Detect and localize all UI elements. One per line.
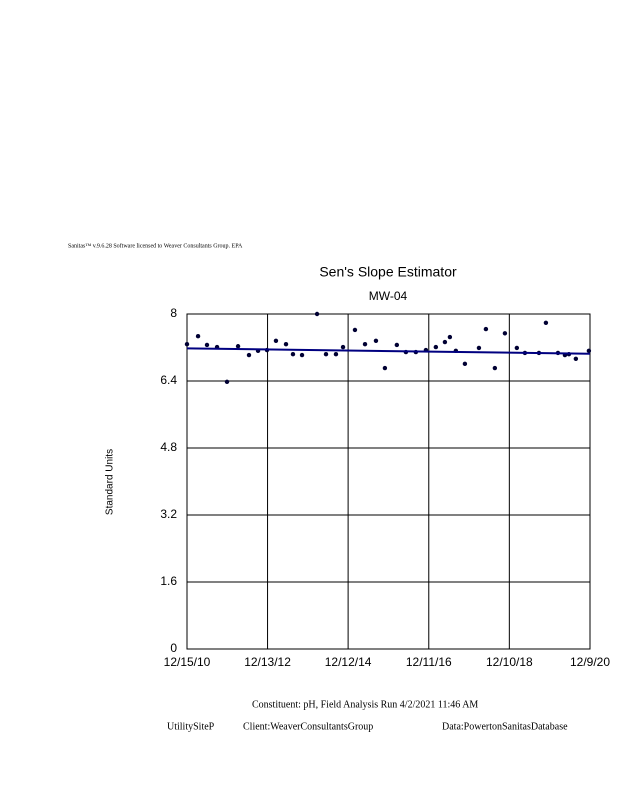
data-point (373, 338, 379, 343)
data-point (224, 379, 230, 385)
data-point (462, 361, 468, 367)
data-point (543, 320, 549, 325)
y-tick-label: 6.4 (160, 373, 177, 387)
footer-constituent: Constituent: pH, Field Analysis Run 4/2/… (252, 699, 478, 710)
data-point (290, 352, 296, 357)
y-axis-label: Standard Units (105, 449, 116, 515)
data-point (442, 339, 448, 345)
chart-title: Sen's Slope Estimator (319, 264, 457, 280)
x-tick-label: 12/12/14 (325, 655, 372, 669)
y-tick-label: 4.8 (160, 440, 177, 454)
y-tick-label: 1.6 (160, 574, 177, 588)
x-tick-label: 12/15/10 (164, 655, 211, 669)
license-text: Sanitas™ v.9.6.28 Software licensed to W… (68, 242, 243, 249)
x-tick-label: 12/10/18 (486, 655, 533, 669)
data-point (184, 341, 190, 347)
chart-subtitle: MW-04 (369, 289, 408, 303)
data-point (502, 331, 508, 336)
trend-line (186, 347, 591, 355)
data-point (273, 338, 279, 343)
data-point (299, 352, 305, 358)
data-point (333, 352, 339, 357)
data-point (314, 311, 320, 317)
y-tick-label: 3.2 (160, 507, 177, 521)
y-tick-label: 0 (170, 641, 177, 655)
data-point (204, 342, 210, 348)
data-point (362, 341, 368, 347)
data-point (246, 352, 252, 358)
data-point (483, 326, 489, 332)
data-point (323, 352, 329, 357)
x-tick-label: 12/9/20 (570, 655, 610, 669)
x-tick-label: 12/13/12 (244, 655, 291, 669)
data-point (514, 345, 520, 351)
y-tick-label: 8 (170, 306, 177, 320)
data-point (476, 345, 482, 351)
footer-data: Data:PowertonSanitasDatabase (442, 721, 568, 732)
data-point (235, 344, 241, 349)
data-point (433, 344, 439, 350)
footer-client: Client:WeaverConsultantsGroup (243, 721, 373, 732)
data-point (352, 327, 358, 333)
data-point (394, 342, 400, 348)
plot-frame (186, 313, 591, 650)
x-tick-label: 12/11/16 (406, 655, 452, 669)
footer-site: UtilitySiteP (167, 721, 215, 732)
data-point (492, 365, 498, 371)
data-point (195, 333, 201, 339)
data-point (283, 341, 289, 347)
data-point (340, 344, 346, 350)
data-point (586, 348, 592, 354)
data-point (447, 334, 453, 340)
data-point (573, 356, 579, 362)
data-point (382, 365, 388, 371)
